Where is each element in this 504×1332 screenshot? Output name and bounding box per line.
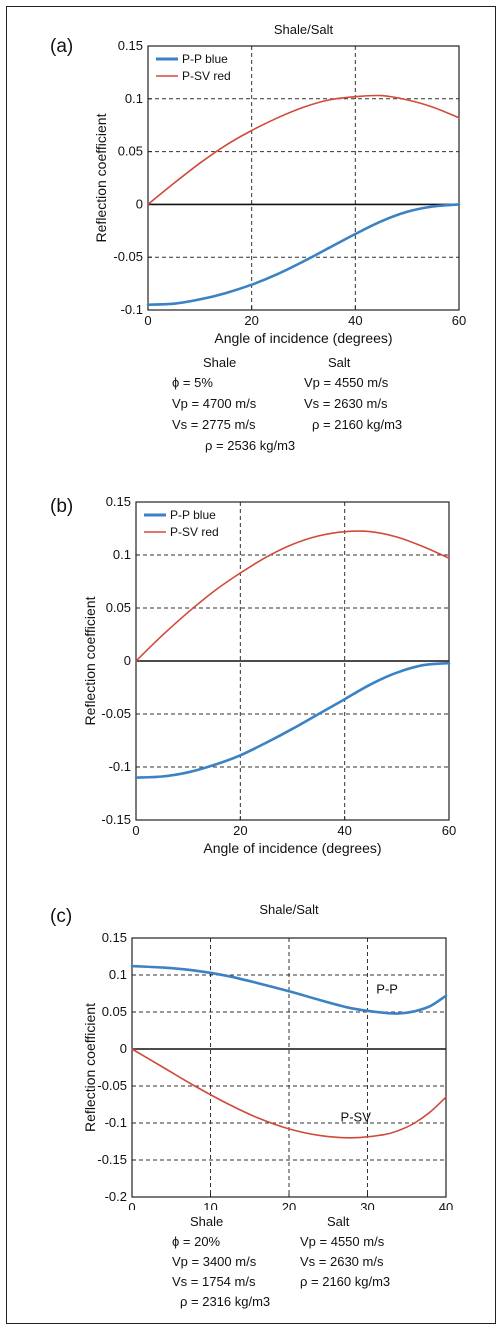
- y-tick-label: 0.15: [106, 494, 131, 509]
- x-tick-label: 10: [203, 1200, 217, 1210]
- panel-b-letter: (b): [50, 496, 74, 517]
- x-tick-label: 20: [244, 313, 258, 328]
- x-tick-label: 60: [452, 313, 466, 328]
- props-c-right-1: Vs = 2630 m/s: [300, 1254, 384, 1269]
- props-c-left-0: ϕ = 20%: [172, 1234, 221, 1249]
- props-a: Shale Salt ϕ = 5% Vp = 4700 m/s Vs = 277…: [0, 0, 504, 470]
- props-c-left-2: Vs = 1754 m/s: [172, 1274, 256, 1289]
- legend-label: P-SV red: [170, 525, 219, 539]
- chart-title: Shale/Salt: [259, 902, 319, 917]
- legend-label: P-SV red: [182, 69, 231, 83]
- y-tick-label: 0: [136, 196, 143, 211]
- x-tick-label: 40: [348, 313, 362, 328]
- y-tick-label: -0.1: [121, 302, 143, 317]
- series-line-p-sv: [131, 1048, 447, 1139]
- x-tick-label: 20: [282, 1200, 296, 1210]
- props-a-right-0: Vp = 4550 m/s: [304, 375, 389, 390]
- chart-title: Shale/Salt: [274, 22, 334, 37]
- series-line-p-sv: [135, 530, 450, 662]
- y-tick-label: -0.05: [113, 249, 143, 264]
- legend-label: P-P blue: [170, 508, 216, 522]
- axes-box: [147, 45, 460, 311]
- y-tick-label: 0.05: [118, 144, 143, 159]
- annotation-p-p: P-P: [376, 982, 398, 997]
- y-tick-label: 0.1: [113, 547, 131, 562]
- y-tick-label: -0.05: [97, 1078, 127, 1093]
- y-tick-label: 0.05: [106, 600, 131, 615]
- y-tick-label: 0.1: [109, 967, 127, 982]
- props-a-left-0: ϕ = 5%: [172, 375, 213, 390]
- props-a-left-3: ρ = 2536 kg/m3: [205, 438, 296, 453]
- legend-box: [152, 49, 248, 83]
- x-axis-label: Angle of incidence (degrees): [203, 840, 381, 856]
- y-tick-label: 0: [120, 1041, 127, 1056]
- chart-a: 0 20 40 60 -0.1 -0.05 0 0.05 0.1 0.15 Shale/Salt An…: [93, 22, 466, 346]
- props-c-left-header: Shale: [190, 1214, 224, 1229]
- panel-c-letter: (c): [50, 906, 73, 927]
- props-a-left-2: Vs = 2775 m/s: [172, 417, 256, 432]
- y-tick-label: 0.05: [102, 1004, 127, 1019]
- props-c-left-1: Vp = 3400 m/s: [172, 1254, 257, 1269]
- x-tick-label: 40: [439, 1200, 453, 1210]
- y-axis-label: Reflection coefficient: [93, 113, 109, 242]
- chart-c: 0 10 20 30 40 -0.2 -0.15 -0.1 -0.05 0 0.05 0.1 0.15 S…: [82, 902, 453, 1210]
- x-tick-label: 0: [132, 823, 139, 838]
- legend-label: P-P blue: [182, 52, 228, 66]
- props-a-right-1: Vs = 2630 m/s: [304, 396, 388, 411]
- y-tick-label: 0.15: [118, 38, 143, 53]
- props-a-right-2: ρ = 2160 kg/m3: [312, 417, 403, 432]
- y-tick-label: 0: [124, 653, 131, 668]
- y-tick-label: -0.15: [97, 1152, 127, 1167]
- x-tick-label: 60: [442, 823, 456, 838]
- x-tick-label: 40: [337, 823, 351, 838]
- y-tick-label: 0.15: [102, 930, 127, 945]
- y-tick-label: -0.1: [105, 1115, 127, 1130]
- series-line-p-sv: [147, 94, 460, 206]
- props-c-right-0: Vp = 4550 m/s: [300, 1234, 385, 1249]
- y-axis-label: Reflection coefficient: [82, 1003, 98, 1132]
- y-tick-label: -0.1: [109, 759, 131, 774]
- x-tick-label: 0: [144, 313, 151, 328]
- panel-a-letter: (a): [50, 36, 74, 57]
- props-a-left-1: Vp = 4700 m/s: [172, 396, 257, 411]
- annotation-p-sv: P-SV: [341, 1110, 372, 1125]
- plot-area: [148, 46, 459, 310]
- figure-frame: [6, 6, 496, 1324]
- series-line-p-p: [146, 203, 461, 306]
- props-c-right-header: Salt: [327, 1214, 350, 1229]
- x-tick-label: 30: [360, 1200, 374, 1210]
- chart-b: 0 20 40 60 -0.15 -0.1 -0.05 0 0.05 0.1 0.15 Angle o…: [82, 494, 456, 856]
- props-a-left-header: Shale: [203, 355, 237, 370]
- y-tick-label: 0.1: [125, 91, 143, 106]
- x-tick-label: 0: [128, 1200, 135, 1210]
- x-tick-label: 20: [233, 823, 247, 838]
- series-line-p-p: [134, 661, 451, 779]
- y-tick-label: -0.2: [105, 1189, 127, 1204]
- x-axis-label: Angle of incidence (degrees): [214, 330, 392, 346]
- y-axis-label: Reflection coefficient: [82, 596, 98, 725]
- legend-box: [140, 505, 236, 539]
- props-c-left-3: ρ = 2316 kg/m3: [180, 1294, 271, 1309]
- y-tick-label: -0.15: [101, 812, 131, 827]
- props-a-right-header: Salt: [328, 355, 351, 370]
- series-line-p-p: [130, 964, 448, 1015]
- y-tick-label: -0.05: [101, 706, 131, 721]
- props-c-right-2: ρ = 2160 kg/m3: [300, 1274, 391, 1289]
